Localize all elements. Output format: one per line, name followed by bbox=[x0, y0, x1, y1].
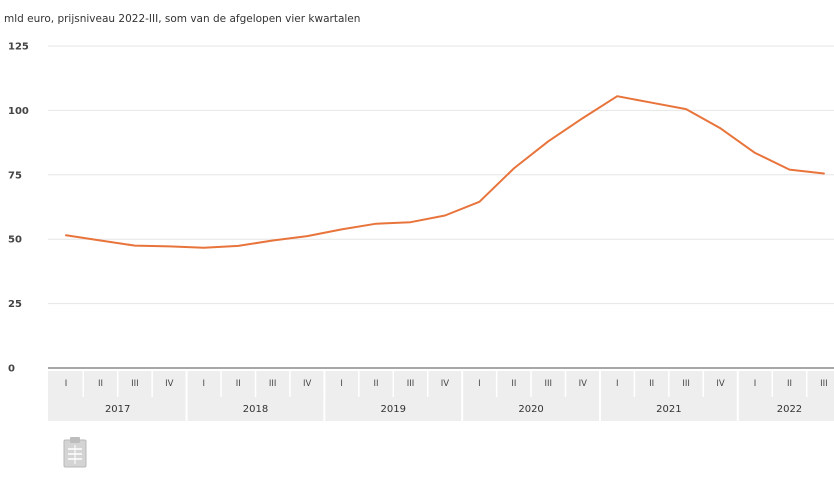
x-tick-year: 2017 bbox=[105, 404, 130, 415]
y-tick-label: 0 bbox=[8, 364, 15, 375]
x-tick-quarter: II bbox=[511, 379, 516, 389]
x-tick-year: 2020 bbox=[518, 404, 543, 415]
x-tick-year: 2019 bbox=[381, 404, 406, 415]
x-tick-quarter: III bbox=[545, 379, 553, 389]
x-tick-quarter: II bbox=[236, 379, 241, 389]
x-tick-quarter: I bbox=[478, 379, 481, 389]
x-tick-quarter: I bbox=[616, 379, 619, 389]
x-tick-quarter: III bbox=[269, 379, 277, 389]
y-tick-label: 100 bbox=[8, 106, 29, 117]
x-tick-quarter: III bbox=[407, 379, 415, 389]
x-axis: I II III IV I II III IV I II III IV I II III IV I II III IV… bbox=[48, 367, 834, 421]
y-tick-label: 75 bbox=[8, 170, 22, 181]
x-tick-quarter: II bbox=[374, 379, 379, 389]
x-tick-year: 2018 bbox=[243, 404, 268, 415]
y-tick-label: 125 bbox=[8, 42, 29, 53]
x-tick-quarter: III bbox=[131, 379, 139, 389]
x-tick-quarter: II bbox=[787, 379, 792, 389]
x-tick-year: 2022 bbox=[777, 404, 802, 415]
series-group bbox=[65, 95, 825, 249]
y-axis-ticks: 0 25 50 75 100 125 bbox=[8, 42, 29, 375]
x-tick-quarter: I bbox=[754, 379, 757, 389]
unit-label: mld euro, prijsniveau 2022-III, som van … bbox=[4, 13, 360, 25]
y-tick-label: 50 bbox=[8, 235, 22, 246]
x-tick-quarter: III bbox=[820, 379, 828, 389]
x-tick-quarter: IV bbox=[441, 379, 450, 389]
x-tick-quarter: III bbox=[682, 379, 690, 389]
x-tick-quarter: IV bbox=[165, 379, 174, 389]
x-tick-quarter: II bbox=[649, 379, 654, 389]
x-tick-year: 2021 bbox=[656, 404, 681, 415]
x-tick-quarter: IV bbox=[579, 379, 588, 389]
x-tick-quarter: I bbox=[65, 379, 68, 389]
series-line bbox=[65, 95, 825, 249]
x-tick-quarter: I bbox=[340, 379, 343, 389]
x-tick-quarter: II bbox=[98, 379, 103, 389]
x-tick-quarter: IV bbox=[716, 379, 725, 389]
y-tick-label: 25 bbox=[8, 299, 22, 310]
gridlines bbox=[48, 45, 834, 305]
x-tick-quarter: IV bbox=[303, 379, 312, 389]
x-tick-quarter: I bbox=[203, 379, 206, 389]
clipboard-icon[interactable] bbox=[63, 437, 87, 468]
